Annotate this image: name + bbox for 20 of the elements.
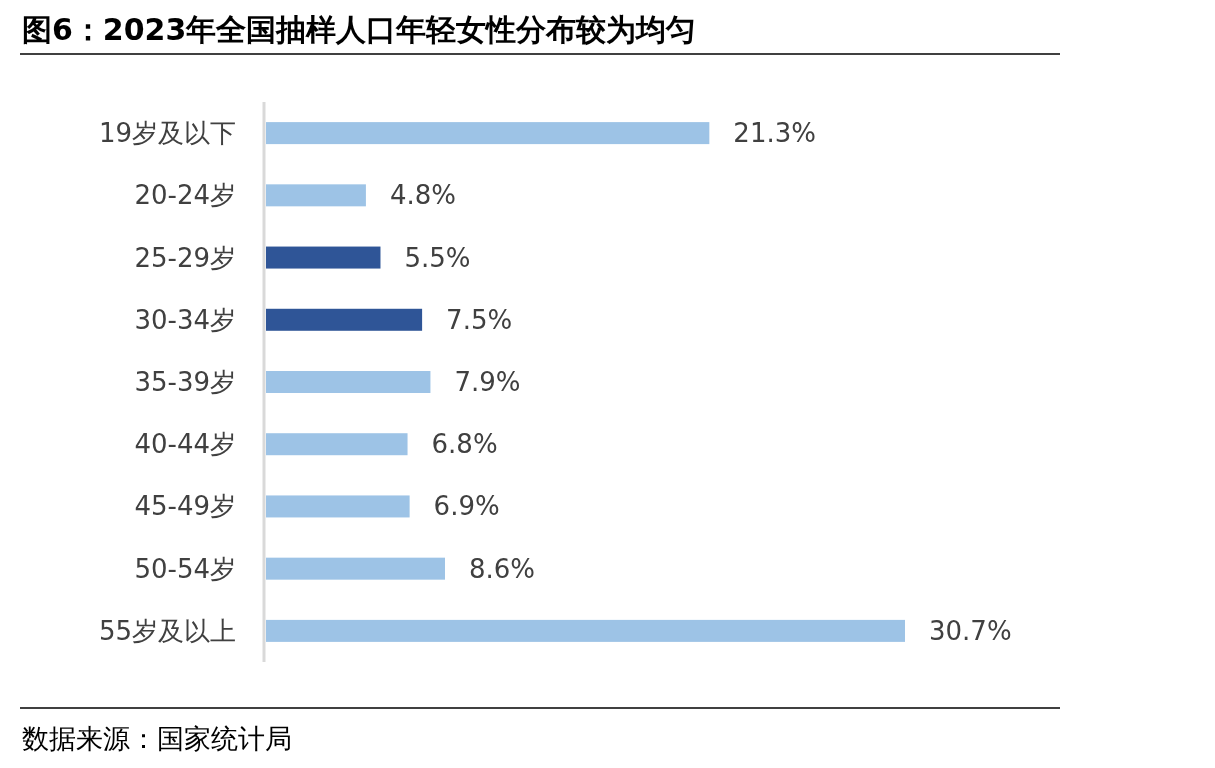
- data-label: 5.5%: [404, 242, 471, 273]
- data-label: 4.8%: [389, 180, 456, 211]
- data-label: 7.5%: [446, 304, 513, 335]
- data-label: 6.9%: [433, 491, 500, 522]
- category: 35-39岁: [134, 367, 236, 397]
- category: 45-49岁: [134, 491, 236, 522]
- category: 25-29岁: [134, 242, 236, 273]
- category: 19岁及以下: [98, 118, 236, 149]
- category: 55岁及以上: [98, 615, 236, 646]
- data-label: 30.7%: [929, 615, 1012, 646]
- category: 30-34岁: [134, 304, 236, 335]
- data-label: 8.6%: [469, 553, 536, 584]
- title: 图6：2023年全国抽样人口年轻女性分布较为均匀: [22, 12, 697, 47]
- category: 20-24岁: [134, 180, 236, 211]
- data-label: 21.3%: [733, 118, 816, 149]
- category: 50-54岁: [134, 553, 236, 584]
- annotation: 数据来源：国家统计局: [22, 723, 292, 754]
- category: 40-44岁: [134, 429, 236, 460]
- data-label: 6.8%: [431, 429, 498, 460]
- data-label: 7.9%: [454, 367, 521, 397]
